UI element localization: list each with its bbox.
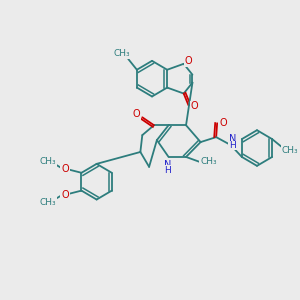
Text: CH₃: CH₃ bbox=[39, 158, 56, 166]
Text: CH₃: CH₃ bbox=[113, 50, 130, 58]
Text: O: O bbox=[61, 190, 69, 200]
Text: CH₃: CH₃ bbox=[39, 198, 56, 207]
Text: O: O bbox=[133, 109, 140, 119]
Text: CH₃: CH₃ bbox=[200, 158, 217, 166]
Text: CH₃: CH₃ bbox=[281, 146, 298, 154]
Text: O: O bbox=[185, 56, 192, 66]
Text: H: H bbox=[164, 166, 171, 175]
Text: O: O bbox=[219, 118, 227, 128]
Text: O: O bbox=[61, 164, 69, 174]
Text: H: H bbox=[229, 141, 236, 150]
Text: O: O bbox=[190, 101, 198, 111]
Text: N: N bbox=[229, 134, 236, 144]
Text: N: N bbox=[164, 160, 171, 170]
